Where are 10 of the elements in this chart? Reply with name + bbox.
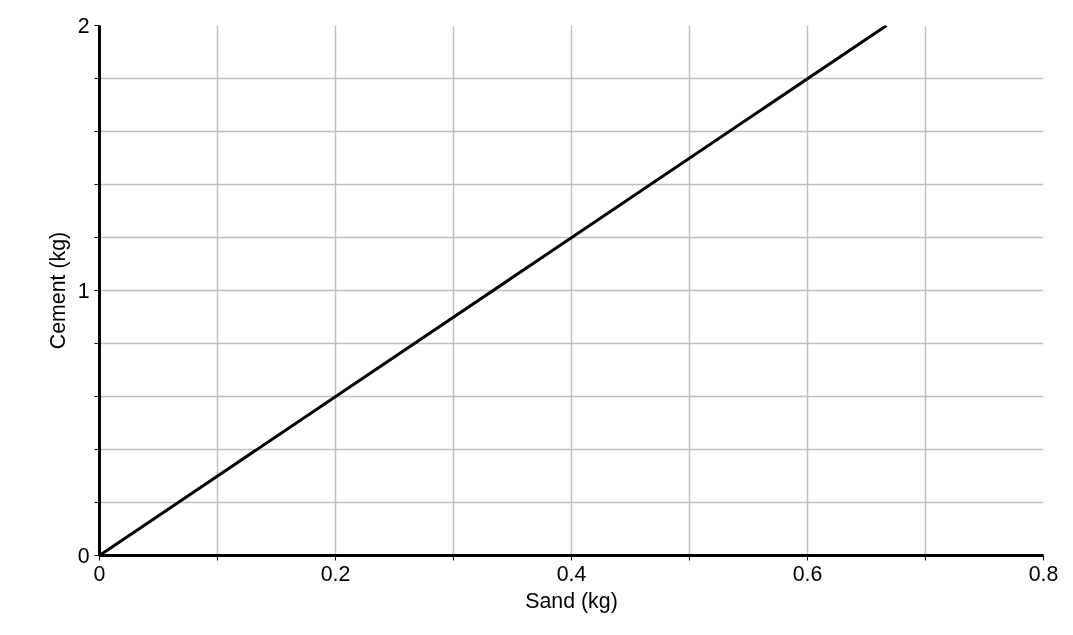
y-tick-label: 2 xyxy=(77,14,90,38)
y-tick-label: 1 xyxy=(77,279,90,303)
x-tick-label: 0.4 xyxy=(556,561,587,586)
y-axis-title: Cement (kg) xyxy=(45,231,70,350)
x-axis-title: Sand (kg) xyxy=(525,588,618,613)
x-tick-label: 0.6 xyxy=(792,561,823,586)
x-tick-label: 0 xyxy=(93,561,106,586)
x-tick-label: 0.8 xyxy=(1028,561,1059,586)
x-tick-label: 0.2 xyxy=(320,561,351,586)
y-tick-label: 0 xyxy=(77,544,90,568)
